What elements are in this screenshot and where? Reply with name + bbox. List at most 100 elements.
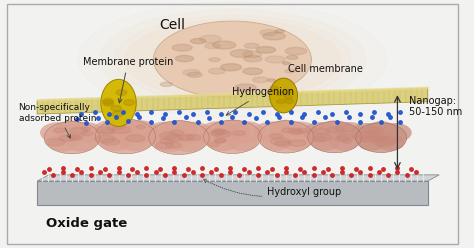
Ellipse shape	[126, 135, 145, 142]
Ellipse shape	[243, 68, 263, 75]
Ellipse shape	[355, 132, 372, 138]
Ellipse shape	[170, 130, 183, 135]
Ellipse shape	[70, 127, 88, 134]
Ellipse shape	[149, 121, 209, 155]
Ellipse shape	[337, 134, 355, 140]
Ellipse shape	[99, 9, 366, 110]
Ellipse shape	[66, 134, 97, 152]
Ellipse shape	[342, 140, 352, 144]
Ellipse shape	[378, 137, 398, 144]
Ellipse shape	[269, 134, 283, 139]
Ellipse shape	[270, 86, 278, 91]
Ellipse shape	[172, 133, 205, 152]
Ellipse shape	[230, 50, 253, 58]
Ellipse shape	[270, 78, 298, 113]
Ellipse shape	[53, 128, 66, 133]
Ellipse shape	[366, 121, 397, 139]
Ellipse shape	[161, 120, 197, 140]
Text: Hydrogenion: Hydrogenion	[226, 87, 294, 115]
Ellipse shape	[285, 69, 295, 73]
Ellipse shape	[114, 15, 351, 104]
Ellipse shape	[207, 133, 239, 151]
Ellipse shape	[209, 68, 225, 74]
Text: Nanogap:
50-150 nm: Nanogap: 50-150 nm	[409, 96, 462, 118]
Ellipse shape	[103, 98, 113, 104]
Ellipse shape	[101, 79, 136, 126]
Ellipse shape	[235, 84, 256, 92]
Ellipse shape	[260, 30, 277, 35]
Ellipse shape	[319, 120, 351, 139]
Ellipse shape	[44, 122, 100, 154]
Ellipse shape	[112, 111, 123, 117]
Ellipse shape	[331, 122, 366, 142]
Ellipse shape	[92, 120, 131, 143]
Text: Cell: Cell	[159, 18, 185, 32]
Ellipse shape	[286, 56, 298, 60]
Ellipse shape	[244, 56, 262, 62]
Ellipse shape	[335, 125, 355, 132]
Ellipse shape	[160, 139, 174, 144]
Text: Non-specifically
adsorbed protein: Non-specifically adsorbed protein	[18, 103, 96, 138]
Ellipse shape	[81, 127, 91, 131]
Ellipse shape	[275, 30, 284, 33]
Ellipse shape	[289, 128, 302, 133]
Ellipse shape	[45, 138, 65, 146]
Ellipse shape	[279, 87, 294, 92]
Ellipse shape	[312, 128, 329, 134]
Ellipse shape	[106, 123, 125, 130]
Ellipse shape	[233, 131, 246, 135]
Ellipse shape	[212, 129, 225, 133]
Text: Hydroxyl group: Hydroxyl group	[203, 179, 342, 197]
Ellipse shape	[175, 55, 193, 62]
Ellipse shape	[220, 64, 241, 71]
Ellipse shape	[102, 139, 119, 145]
Ellipse shape	[124, 100, 134, 105]
Ellipse shape	[103, 100, 114, 106]
Ellipse shape	[154, 21, 311, 98]
Ellipse shape	[95, 135, 115, 143]
Ellipse shape	[285, 99, 293, 103]
Polygon shape	[37, 88, 428, 114]
Ellipse shape	[376, 135, 387, 139]
Ellipse shape	[112, 126, 131, 133]
Text: Membrane protein: Membrane protein	[82, 58, 173, 103]
Ellipse shape	[55, 121, 89, 140]
Ellipse shape	[118, 132, 151, 151]
Ellipse shape	[210, 130, 224, 136]
Ellipse shape	[155, 142, 173, 149]
Ellipse shape	[374, 139, 394, 147]
Ellipse shape	[120, 120, 159, 143]
Ellipse shape	[200, 121, 237, 143]
Ellipse shape	[200, 35, 221, 43]
Ellipse shape	[226, 133, 257, 151]
Ellipse shape	[379, 123, 412, 142]
Ellipse shape	[256, 47, 275, 53]
Ellipse shape	[173, 122, 212, 144]
Ellipse shape	[164, 135, 183, 142]
Ellipse shape	[191, 38, 206, 44]
Ellipse shape	[310, 133, 340, 151]
Polygon shape	[37, 175, 439, 181]
Ellipse shape	[228, 121, 265, 143]
Ellipse shape	[336, 136, 349, 142]
Ellipse shape	[329, 133, 359, 151]
Ellipse shape	[125, 19, 340, 100]
Ellipse shape	[215, 139, 226, 143]
Ellipse shape	[276, 91, 284, 96]
Ellipse shape	[96, 127, 114, 134]
Ellipse shape	[146, 122, 185, 144]
Text: Oxide gate: Oxide gate	[46, 217, 128, 230]
Ellipse shape	[364, 127, 384, 134]
Ellipse shape	[283, 90, 292, 94]
Ellipse shape	[244, 43, 259, 48]
Ellipse shape	[284, 95, 292, 99]
Ellipse shape	[303, 122, 338, 142]
Ellipse shape	[178, 134, 194, 141]
Ellipse shape	[327, 127, 345, 133]
Ellipse shape	[183, 69, 200, 75]
Ellipse shape	[253, 77, 268, 83]
Ellipse shape	[59, 135, 75, 141]
Ellipse shape	[358, 134, 386, 151]
Ellipse shape	[263, 32, 285, 40]
Ellipse shape	[283, 62, 290, 64]
